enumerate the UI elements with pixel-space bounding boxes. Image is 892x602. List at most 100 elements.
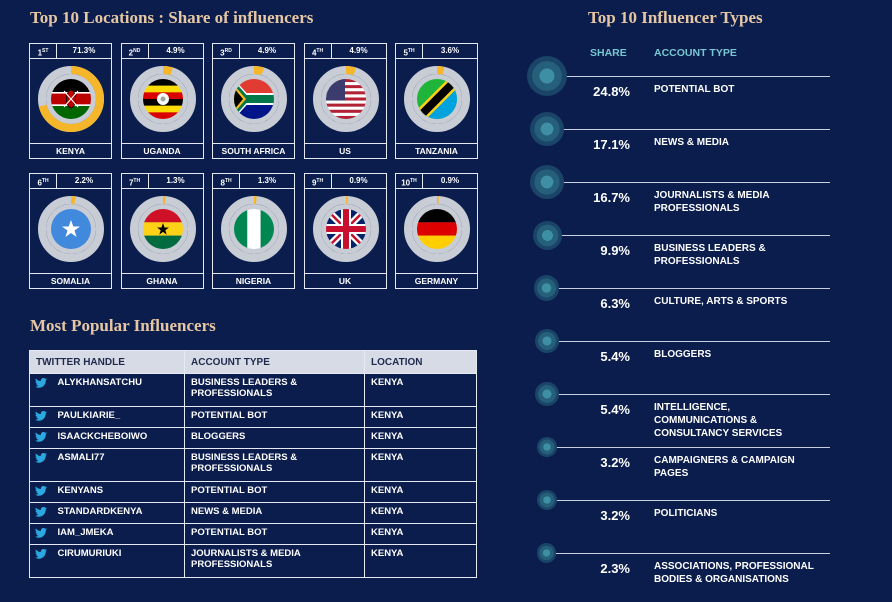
location-donut	[312, 196, 379, 262]
types-title: Top 10 Influencer Types	[588, 8, 763, 27]
row-divider	[550, 76, 830, 77]
location-donut	[312, 65, 379, 132]
twitter-handle[interactable]: CIRUMURIUKI	[51, 544, 185, 578]
location-country: UGANDA	[121, 143, 203, 158]
location-card: 3RD 4.9% SOUTH AFRICA	[212, 43, 295, 159]
location: KENYA	[364, 373, 477, 407]
location-donut	[221, 196, 287, 262]
column-header-handle: TWITTER HANDLE	[29, 350, 185, 374]
table-row: KENYANS POTENTIAL BOT KENYA	[29, 481, 477, 503]
location-country: SOUTH AFRICA	[213, 143, 294, 158]
share-value: 5.4%	[600, 402, 630, 417]
location-rank: 7TH	[121, 174, 149, 189]
location: KENYA	[364, 448, 477, 482]
table-row: ASMALI77 BUSINESS LEADERS & PROFESSIONAL…	[29, 448, 477, 482]
location-country: US	[304, 143, 386, 158]
share-bubble	[536, 436, 558, 458]
table-row: IAM_JMEKA POTENTIAL BOT KENYA	[29, 523, 477, 545]
location: KENYA	[364, 544, 477, 578]
account-type-label: NEWS & MEDIA	[654, 137, 729, 148]
location-country: NIGERIA	[213, 273, 294, 288]
location-card: 6TH 2.2% SOMALIA	[29, 173, 112, 289]
account-type-label: BLOGGERS	[654, 349, 712, 360]
account-type-label: JOURNALISTS & MEDIA PROFESSIONALS	[654, 190, 770, 214]
location-donut	[404, 66, 470, 132]
twitter-handle[interactable]: ASMALI77	[51, 448, 185, 482]
account-type: POTENTIAL BOT	[184, 523, 365, 545]
location: KENYA	[364, 481, 477, 503]
location-share: 4.9%	[240, 44, 294, 59]
account-type: POTENTIAL BOT	[184, 481, 365, 503]
location-card: 9TH 0.9% UK	[303, 173, 387, 289]
location-rank: 9TH	[304, 174, 332, 189]
account-type: BLOGGERS	[184, 427, 365, 449]
table-header-row: TWITTER HANDLE ACCOUNT TYPE LOCATION	[29, 350, 477, 374]
row-divider	[550, 288, 830, 289]
share-bubble	[527, 56, 567, 96]
account-type-label: BUSINESS LEADERS & PROFESSIONALS	[654, 243, 766, 267]
account-type: POTENTIAL BOT	[184, 406, 365, 428]
row-divider	[550, 182, 830, 183]
twitter-icon	[29, 427, 52, 449]
share-value: 16.7%	[593, 190, 630, 205]
share-value: 2.3%	[600, 561, 630, 576]
influencer-types-chart: SHARE ACCOUNT TYPE 24.8% POTENTIAL BOT 1…	[527, 40, 830, 600]
twitter-handle[interactable]: IAM_JMEKA	[51, 523, 185, 545]
location-card: 10TH 0.9% GERMANY	[395, 173, 478, 289]
account-type-label: POLITICIANS	[654, 508, 718, 519]
twitter-icon	[29, 406, 52, 428]
location-donut	[129, 65, 196, 132]
location: KENYA	[364, 406, 477, 428]
location-donut	[221, 65, 287, 132]
twitter-icon	[29, 523, 52, 545]
location-rank: 4TH	[304, 44, 332, 59]
row-divider	[550, 235, 830, 236]
location-rank: 8TH	[213, 174, 240, 189]
twitter-handle[interactable]: KENYANS	[51, 481, 185, 503]
location-card: 7TH 1.3% GHANA	[120, 173, 204, 289]
location-country: UK	[304, 273, 386, 288]
account-type-column-header: ACCOUNT TYPE	[654, 47, 737, 59]
share-bubble	[537, 543, 557, 563]
location-card: 5TH 3.6% TANZANIA	[395, 43, 478, 159]
share-value: 24.8%	[593, 84, 630, 99]
location-rank: 5TH	[396, 44, 423, 59]
location-country: GERMANY	[396, 273, 477, 288]
table-row: CIRUMURIUKI JOURNALISTS & MEDIA PROFESSI…	[29, 544, 477, 578]
share-bubble	[535, 329, 559, 353]
location-share: 1.3%	[240, 174, 294, 189]
share-value: 17.1%	[593, 137, 630, 152]
twitter-icon	[29, 373, 52, 407]
row-divider	[550, 394, 830, 395]
account-type-label: CAMPAIGNERS & CAMPAIGN PAGES	[654, 455, 795, 479]
share-value: 6.3%	[600, 296, 630, 311]
share-value: 5.4%	[600, 349, 630, 364]
table-row: PAULKIARIE_ POTENTIAL BOT KENYA	[29, 406, 477, 428]
location-share: 4.9%	[148, 44, 203, 59]
share-bubble	[532, 220, 562, 250]
column-header-type: ACCOUNT TYPE	[184, 350, 365, 374]
location-share: 2.2%	[57, 174, 111, 189]
location-share: 3.6%	[423, 44, 477, 59]
location-share: 4.9%	[331, 44, 386, 59]
twitter-icon	[29, 544, 52, 578]
account-type-label: POTENTIAL BOT	[654, 84, 735, 95]
twitter-icon	[29, 448, 52, 482]
twitter-handle[interactable]: ISAACKCHEBOIWO	[51, 427, 185, 449]
location-card: 2ND 4.9% UGANDA	[120, 43, 204, 159]
location: KENYA	[364, 523, 477, 545]
location-rank: 2ND	[121, 44, 149, 59]
location-share: 1.3%	[148, 174, 203, 189]
location-share: 0.9%	[331, 174, 386, 189]
influencers-table: TWITTER HANDLE ACCOUNT TYPE LOCATION ALY…	[29, 350, 477, 578]
column-header-location: LOCATION	[364, 350, 477, 374]
twitter-handle[interactable]: PAULKIARIE_	[51, 406, 185, 428]
share-bubble	[535, 382, 559, 406]
twitter-icon	[29, 481, 52, 503]
location-card: 8TH 1.3% NIGERIA	[212, 173, 295, 289]
twitter-handle[interactable]: STANDARDKENYA	[51, 502, 185, 524]
account-type: BUSINESS LEADERS & PROFESSIONALS	[184, 448, 365, 482]
twitter-handle[interactable]: ALYKHANSATCHU	[51, 373, 185, 407]
row-divider	[550, 500, 830, 501]
account-type: BUSINESS LEADERS & PROFESSIONALS	[184, 373, 365, 407]
